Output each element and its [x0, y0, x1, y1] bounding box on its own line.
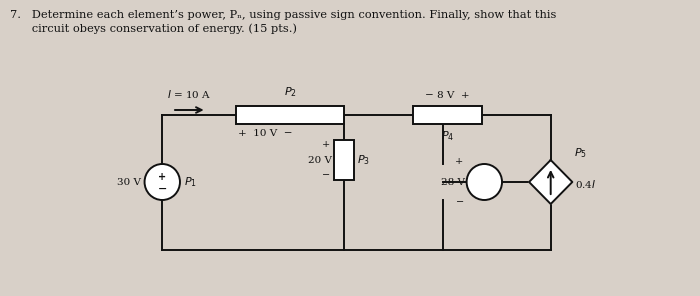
Text: $P_2$: $P_2$	[284, 85, 297, 99]
Text: $P_4$: $P_4$	[441, 129, 454, 143]
Text: +: +	[322, 140, 330, 149]
Bar	[236, 106, 344, 124]
Text: $I$ = 10 A: $I$ = 10 A	[167, 88, 211, 100]
Text: circuit obeys conservation of energy. (15 pts.): circuit obeys conservation of energy. (1…	[10, 23, 297, 33]
Text: $P_3$: $P_3$	[357, 153, 370, 167]
Text: +: +	[158, 172, 167, 182]
Text: 20 V: 20 V	[309, 155, 332, 165]
Text: 0.4$I$: 0.4$I$	[575, 178, 596, 190]
Bar	[413, 106, 482, 124]
Text: 28 V: 28 V	[441, 178, 465, 186]
Text: +: +	[456, 157, 463, 166]
Text: −: −	[456, 198, 463, 207]
Text: 7.   Determine each element’s power, Pₙ, using passive sign convention. Finally,: 7. Determine each element’s power, Pₙ, u…	[10, 10, 556, 20]
Circle shape	[467, 164, 502, 200]
Text: 30 V: 30 V	[117, 178, 141, 186]
Text: −: −	[322, 171, 330, 180]
Polygon shape	[529, 160, 573, 204]
Circle shape	[145, 164, 180, 200]
Text: $P_1$: $P_1$	[184, 175, 197, 189]
Text: − 8 V  +: − 8 V +	[425, 91, 470, 100]
Text: $P_5$: $P_5$	[574, 146, 587, 160]
Bar	[335, 140, 354, 180]
Text: −: −	[158, 184, 167, 194]
Text: +  10 V  −: + 10 V −	[238, 129, 293, 138]
